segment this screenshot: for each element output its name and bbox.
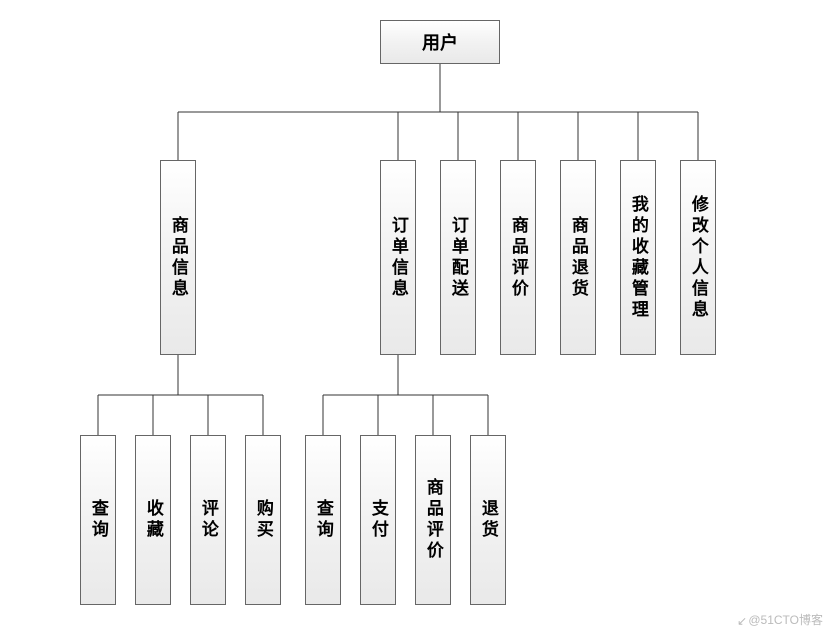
mid-node-product_rev: 商品评价 [500, 160, 536, 355]
leaf-node-product_info-3: 购买 [245, 435, 281, 605]
leaf-node-order_info-0: 查询 [305, 435, 341, 605]
leaf-node-product_info-1: 收藏 [135, 435, 171, 605]
watermark-arrow-icon: ↙ [737, 614, 747, 628]
mid-node-product_info: 商品信息 [160, 160, 196, 355]
leaf-node-order_info-3: 退货 [470, 435, 506, 605]
watermark-text: @51CTO博客 [748, 611, 823, 628]
leaf-node-order_info-1: 支付 [360, 435, 396, 605]
root-node: 用户 [380, 20, 500, 64]
mid-node-my_fav: 我的收藏管理 [620, 160, 656, 355]
leaf-node-order_info-2: 商品评价 [415, 435, 451, 605]
leaf-node-product_info-0: 查询 [80, 435, 116, 605]
mid-node-product_ret: 商品退货 [560, 160, 596, 355]
mid-node-edit_info: 修改个人信息 [680, 160, 716, 355]
leaf-node-product_info-2: 评论 [190, 435, 226, 605]
mid-node-order_info: 订单信息 [380, 160, 416, 355]
mid-node-order_ship: 订单配送 [440, 160, 476, 355]
